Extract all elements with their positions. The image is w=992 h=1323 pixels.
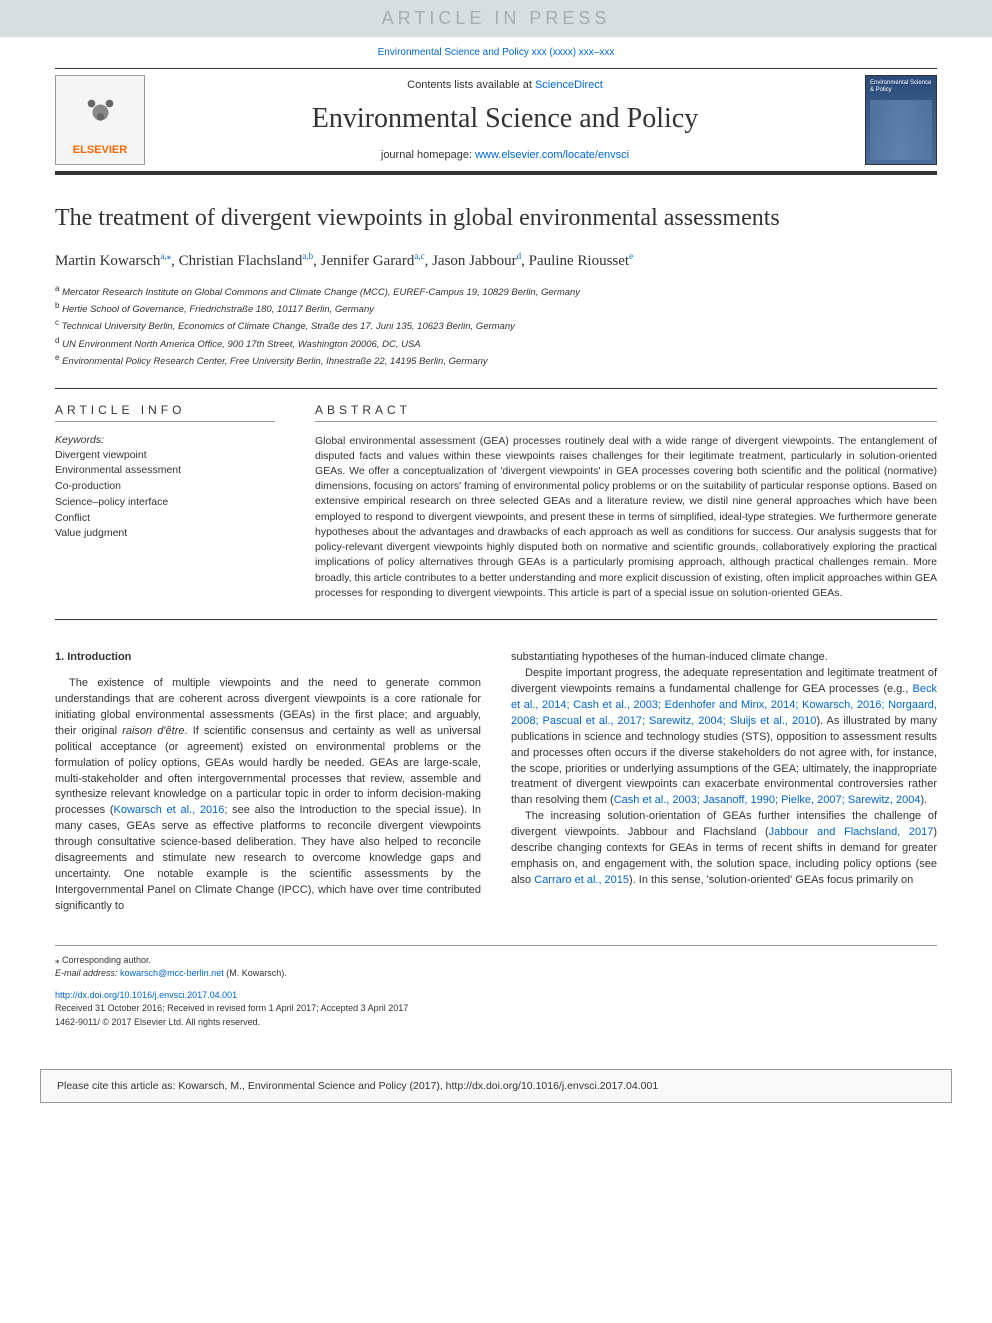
body-right-p1: Despite important progress, the adequate… [511, 666, 937, 809]
author-3-aff[interactable]: d [517, 251, 522, 261]
keyword-1: Environmental assessment [55, 463, 275, 479]
article-title: The treatment of divergent viewpoints in… [55, 205, 937, 232]
contents-prefix: Contents lists available at [407, 79, 535, 91]
homepage-prefix: journal homepage: [381, 149, 475, 161]
doi-link[interactable]: http://dx.doi.org/10.1016/j.envsci.2017.… [55, 990, 237, 1000]
cover-art [870, 100, 932, 160]
received-line: Received 31 October 2016; Received in re… [55, 1002, 937, 1016]
journal-title: Environmental Science and Policy [165, 103, 845, 135]
ref-jabbour-2017[interactable]: Jabbour and Flachsland, 2017 [769, 826, 934, 838]
abstract-text: Global environmental assessment (GEA) pr… [315, 434, 937, 601]
author-4: Pauline Rioussete [529, 253, 633, 269]
affiliation-e: e Environmental Policy Research Center, … [55, 352, 937, 369]
article-info-heading: ARTICLE INFO [55, 403, 275, 422]
author-1: Christian Flachslanda,b [179, 253, 314, 269]
keyword-5: Value judgment [55, 526, 275, 542]
sciencedirect-link[interactable]: ScienceDirect [535, 79, 603, 91]
affiliations: a Mercator Research Institute on Global … [55, 283, 937, 370]
affiliation-b: b Hertie School of Governance, Friedrich… [55, 300, 937, 317]
cover-title: Environmental Science & Policy [870, 80, 932, 94]
affiliation-a: a Mercator Research Institute on Global … [55, 283, 937, 300]
header-center: Contents lists available at ScienceDirec… [145, 79, 865, 161]
contents-line: Contents lists available at ScienceDirec… [165, 79, 845, 91]
body-column-right: substantiating hypotheses of the human-i… [511, 650, 937, 915]
author-2: Jennifer Gararda,c [321, 253, 425, 269]
keywords-list: Divergent viewpoint Environmental assess… [55, 448, 275, 543]
keyword-2: Co-production [55, 479, 275, 495]
email-label: E-mail address: [55, 968, 120, 978]
keyword-4: Conflict [55, 511, 275, 527]
author-3: Jason Jabbourd [432, 253, 521, 269]
cite-this-article-box: Please cite this article as: Kowarsch, M… [40, 1069, 952, 1103]
email-suffix: (M. Kowarsch). [224, 968, 287, 978]
body-column-left: 1. Introduction The existence of multipl… [55, 650, 481, 915]
info-abstract-row: ARTICLE INFO Keywords: Divergent viewpoi… [55, 388, 937, 620]
email-line: E-mail address: kowarsch@mcc-berlin.net … [55, 967, 937, 981]
email-link[interactable]: kowarsch@mcc-berlin.net [120, 968, 224, 978]
top-citation-link[interactable]: Environmental Science and Policy xxx (xx… [378, 47, 615, 58]
body-left-p1: The existence of multiple viewpoints and… [55, 676, 481, 915]
ref-carraro-2015[interactable]: Carraro et al., 2015 [534, 874, 629, 886]
elsevier-text: ELSEVIER [73, 144, 127, 156]
keywords-label: Keywords: [55, 434, 275, 446]
journal-header: ELSEVIER Contents lists available at Sci… [55, 68, 937, 175]
author-0: Martin Kowarscha,⁎ [55, 253, 171, 269]
affiliation-c: c Technical University Berlin, Economics… [55, 317, 937, 334]
article-content: The treatment of divergent viewpoints in… [0, 175, 992, 1049]
author-1-aff[interactable]: a,b [302, 251, 313, 261]
journal-cover: Environmental Science & Policy [865, 75, 937, 165]
abstract-heading: ABSTRACT [315, 403, 937, 422]
ref-kowarsch-2016[interactable]: Kowarsch et al., 2016 [114, 804, 225, 816]
elsevier-tree-icon [73, 85, 128, 140]
article-in-press-banner: ARTICLE IN PRESS [0, 0, 992, 37]
corresponding-author: ⁎ Corresponding author. [55, 954, 937, 968]
affiliation-d: d UN Environment North America Office, 9… [55, 335, 937, 352]
body-right-p2: The increasing solution-orientation of G… [511, 809, 937, 889]
copyright-line: 1462-9011/ © 2017 Elsevier Ltd. All righ… [55, 1016, 937, 1030]
article-info: ARTICLE INFO Keywords: Divergent viewpoi… [55, 403, 275, 601]
footer-block: ⁎ Corresponding author. E-mail address: … [55, 945, 937, 1030]
keyword-0: Divergent viewpoint [55, 448, 275, 464]
body-right-p0: substantiating hypotheses of the human-i… [511, 650, 937, 666]
homepage-line: journal homepage: www.elsevier.com/locat… [165, 149, 845, 161]
doi-block: http://dx.doi.org/10.1016/j.envsci.2017.… [55, 989, 937, 1030]
author-0-star[interactable]: ⁎ [167, 251, 172, 261]
keyword-3: Science–policy interface [55, 495, 275, 511]
ref-group-2[interactable]: Cash et al., 2003; Jasanoff, 1990; Pielk… [614, 794, 921, 806]
elsevier-logo: ELSEVIER [55, 75, 145, 165]
author-2-aff[interactable]: a,c [414, 251, 424, 261]
body-columns: 1. Introduction The existence of multipl… [55, 650, 937, 915]
authors: Martin Kowarscha,⁎, Christian Flachsland… [55, 250, 937, 273]
section-1-heading: 1. Introduction [55, 650, 481, 666]
homepage-link[interactable]: www.elsevier.com/locate/envsci [475, 149, 629, 161]
top-citation: Environmental Science and Policy xxx (xx… [0, 37, 992, 68]
author-4-aff[interactable]: e [629, 251, 633, 261]
abstract-column: ABSTRACT Global environmental assessment… [315, 403, 937, 601]
